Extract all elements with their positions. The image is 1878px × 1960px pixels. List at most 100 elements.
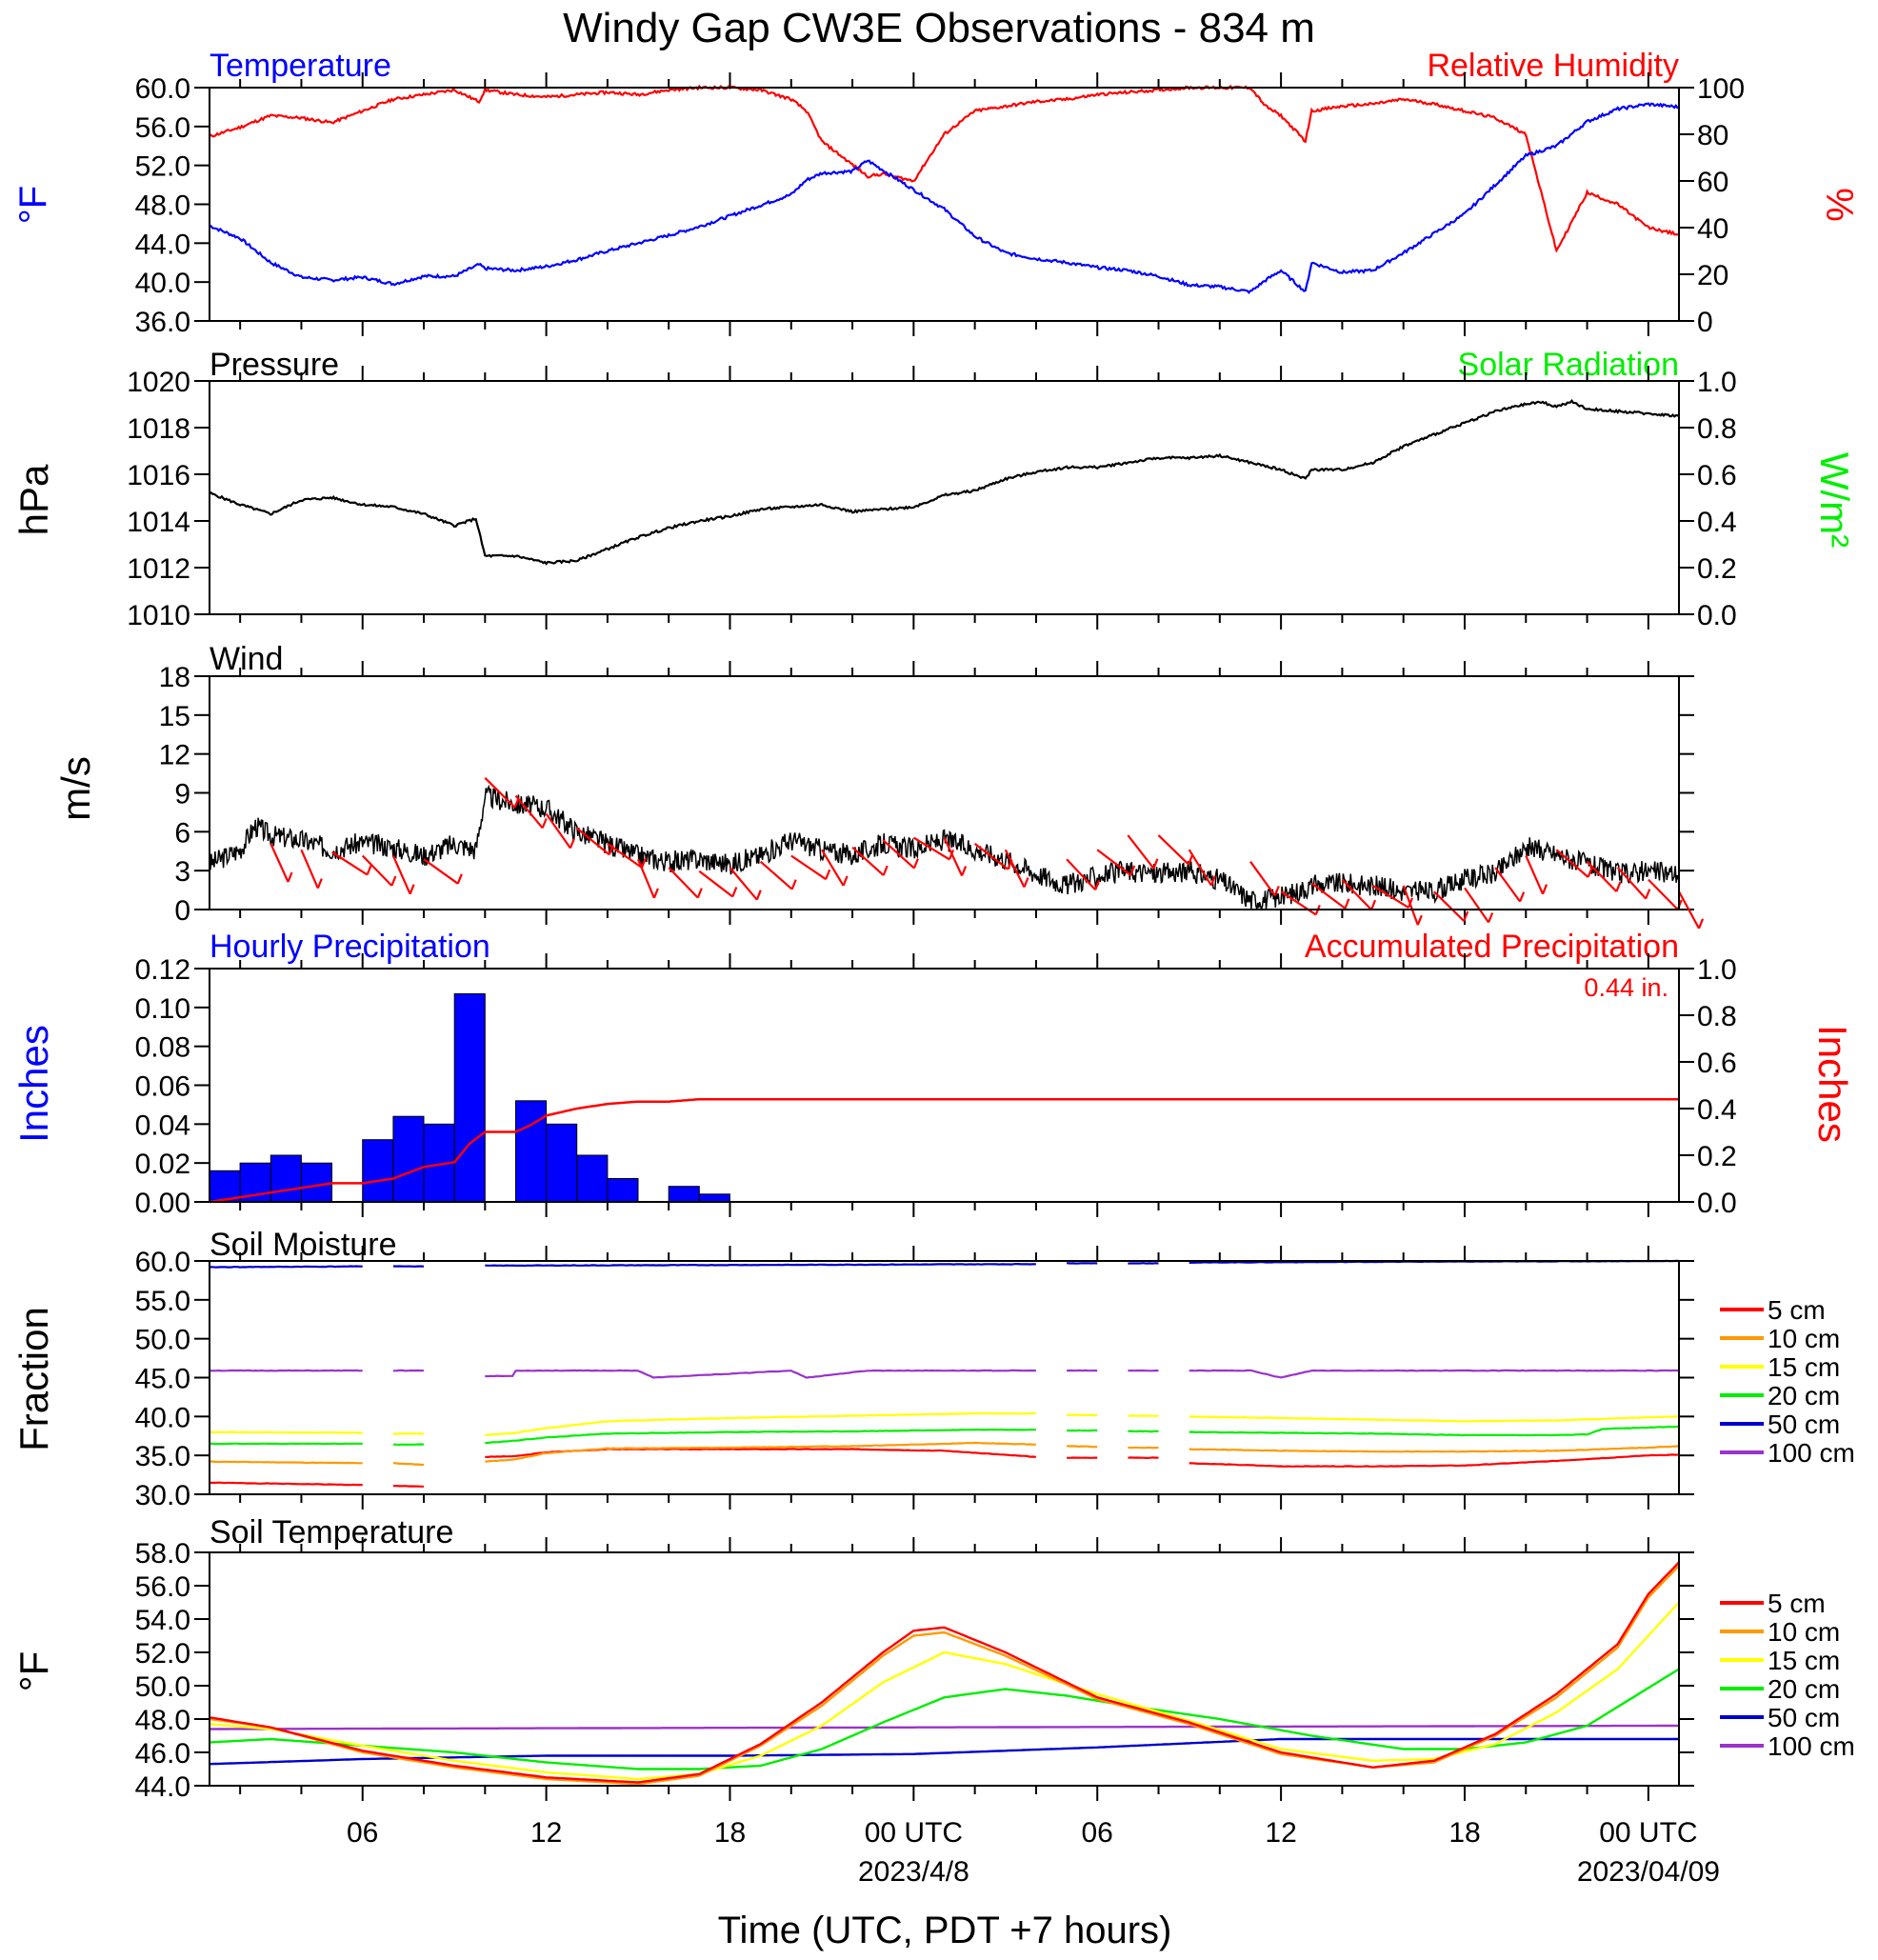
wind-barb	[1157, 834, 1194, 866]
time-axis-ticks: 06 12 18 00 UTC 06 12 18 00 UTC	[347, 1817, 1698, 1849]
wind-barb	[1249, 861, 1280, 897]
pressure-axis-ticks: 1010 1012 1014 1016 1018 1020	[127, 367, 190, 631]
soil-temp-line	[209, 1737, 1679, 1766]
wind-axis-ticks: 0 3 6 9 12 15 18	[159, 662, 190, 927]
time-tick-label: 18	[714, 1817, 746, 1849]
temperature-line	[209, 102, 1680, 294]
pressure-plot	[194, 366, 1694, 630]
soil-temp-frame	[209, 1551, 1680, 1787]
legend-item: 100 cm	[1720, 1438, 1855, 1468]
time-tick-label: 00 UTC	[865, 1817, 963, 1849]
wind-barb	[1433, 890, 1469, 922]
accum-precip-tick: 0.6	[1697, 1048, 1737, 1079]
soil-moisture-tick: 60.0	[135, 1247, 190, 1278]
temperature-tick: 56.0	[135, 112, 190, 144]
soil-moisture-line	[485, 1369, 1036, 1379]
legend-item: 15 cm	[1720, 1352, 1840, 1382]
soil-temp-tick: 54.0	[135, 1605, 190, 1636]
soil-moisture-panel: Soil Moisture Fraction 30.0 35.0 40.0 45…	[11, 1227, 1855, 1511]
humidity-axis-ticks: 0 20 40 60 80 100	[1697, 73, 1745, 338]
time-tick-label: 12	[530, 1817, 562, 1849]
soil-moisture-line	[485, 1448, 1037, 1458]
wind-speed-line	[209, 784, 1680, 911]
hourly-precip-tick: 0.08	[135, 1032, 190, 1064]
soil-moisture-line	[485, 1428, 1036, 1445]
wind-barb	[1494, 867, 1526, 903]
precip-bar	[453, 993, 486, 1203]
accum-precip-line	[209, 1097, 1679, 1204]
wind-barb	[882, 839, 919, 870]
date-label: 2023/4/8	[858, 1856, 969, 1888]
wind-barb	[270, 843, 293, 883]
wind-barb	[1678, 890, 1705, 930]
temp-rh-frame	[209, 87, 1680, 322]
wind-barb	[1096, 849, 1136, 876]
pressure-tick: 1012	[127, 553, 190, 585]
temp-rh-plot	[194, 72, 1694, 336]
wind-tick: 12	[159, 740, 190, 771]
soil-temp-tick: 48.0	[135, 1705, 190, 1736]
accum-precip-axis-ticks: 0.0 0.2 0.4 0.6 0.8 1.0	[1697, 954, 1737, 1219]
pressure-panel: Pressure Solar Radiation hPa W/m² 1010 1…	[11, 347, 1857, 631]
pressure-frame	[209, 380, 1680, 615]
wind-barb	[1525, 855, 1548, 895]
wind-barb	[1464, 887, 1494, 924]
soil-moisture-series	[209, 1441, 1680, 1467]
wind-barb	[514, 794, 548, 830]
precip-bar	[392, 1115, 425, 1203]
soil-moisture-tick: 50.0	[135, 1325, 190, 1356]
hourly-precip-tick: 0.12	[135, 954, 190, 986]
precip-bar	[515, 1100, 548, 1203]
precip-bar	[300, 1162, 332, 1203]
wind-barb	[1188, 849, 1216, 887]
soil-moisture-line	[1189, 1453, 1680, 1468]
wind-barb	[943, 837, 968, 876]
wind-title: Wind	[210, 641, 283, 677]
soil-moisture-series	[209, 1448, 1680, 1488]
soil-moisture-title: Soil Moisture	[210, 1227, 397, 1263]
precip-frame	[209, 968, 1680, 1203]
soil-moisture-axis-ticks: 30.0 35.0 40.0 45.0 50.0 55.0 60.0	[135, 1247, 190, 1511]
temperature-title: Temperature	[210, 48, 391, 84]
pressure-tick: 1016	[127, 460, 190, 491]
wind-panel: Wind m/s 0 3 6 9 12 15 18	[53, 641, 1705, 930]
wind-barb	[1586, 860, 1622, 892]
precip-bar	[270, 1154, 302, 1203]
legend-item: 20 cm	[1720, 1381, 1840, 1410]
solar-tick: 1.0	[1697, 367, 1737, 398]
humidity-unit: %	[1818, 188, 1860, 222]
solar-tick: 0.2	[1697, 553, 1737, 585]
precip-bar	[698, 1193, 730, 1203]
soil-temp-line	[209, 1668, 1680, 1770]
legend-item: 15 cm	[1720, 1646, 1840, 1675]
wind-tick: 15	[159, 701, 190, 732]
time-tick-label: 12	[1265, 1817, 1296, 1849]
wind-plot	[194, 661, 1705, 930]
soil-temp-line	[209, 1565, 1680, 1786]
wind-barb	[361, 854, 397, 887]
hourly-precip-tick: 0.10	[135, 993, 190, 1025]
wind-barb	[636, 858, 659, 899]
legend-label: 100 cm	[1768, 1438, 1855, 1468]
hourly-precip-tick: 0.02	[135, 1149, 190, 1180]
wind-frame	[209, 675, 1680, 910]
wind-tick: 3	[174, 856, 190, 888]
precip-panel: Hourly Precipitation Accumulated Precipi…	[11, 929, 1855, 1219]
soil-temp-axis-ticks: 44.0 46.0 48.0 50.0 52.0 54.0 56.0 58.0	[135, 1538, 190, 1803]
solar-unit: W/m²	[1812, 452, 1857, 548]
soil-temp-unit: °F	[11, 1651, 56, 1691]
temperature-tick: 52.0	[135, 151, 190, 183]
soil-moisture-frame	[209, 1260, 1680, 1495]
soil-moisture-line	[485, 1411, 1036, 1437]
soil-temp-tick: 58.0	[135, 1538, 190, 1570]
legend-item: 20 cm	[1720, 1674, 1840, 1704]
soil-moisture-tick: 35.0	[135, 1441, 190, 1472]
wind-barb	[698, 870, 738, 898]
wind-tick: 6	[174, 817, 190, 849]
legend-item: 10 cm	[1720, 1617, 1840, 1647]
legend-label: 5 cm	[1768, 1295, 1826, 1325]
wind-barb	[423, 858, 463, 885]
wind-barb	[545, 812, 575, 850]
humidity-title: Relative Humidity	[1427, 48, 1679, 84]
